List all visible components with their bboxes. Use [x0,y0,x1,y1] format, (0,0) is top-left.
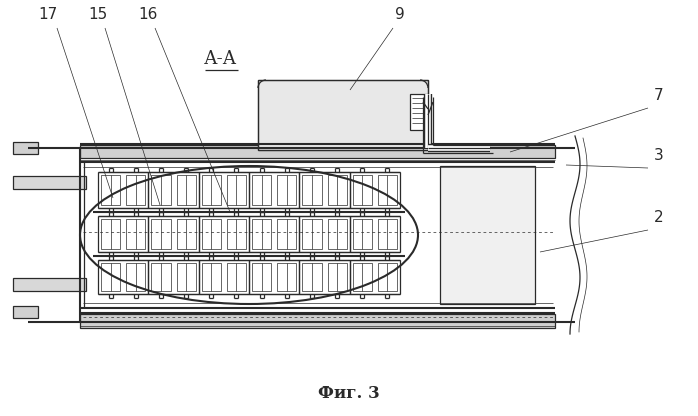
Bar [80,145,555,158]
Bar [258,80,428,150]
Bar [352,263,372,291]
Bar [378,175,397,205]
Bar [126,263,145,291]
Bar [227,219,246,249]
Text: 2: 2 [654,210,664,225]
Bar [202,263,221,291]
Bar [13,176,86,189]
Bar [101,219,120,249]
Text: 7: 7 [654,88,664,103]
Bar [252,175,271,205]
Bar [177,219,195,249]
Bar [277,263,297,291]
Bar [302,175,322,205]
Bar [352,219,372,249]
Bar [327,219,347,249]
Bar [302,219,322,249]
Bar [227,175,246,205]
Ellipse shape [80,166,418,304]
Bar [252,219,271,249]
Bar [151,263,170,291]
Bar [101,175,120,205]
Bar [177,175,195,205]
Bar [126,219,145,249]
Bar [177,263,195,291]
Bar [13,306,38,318]
Bar [302,263,322,291]
Bar [352,175,372,205]
Bar [378,263,397,291]
Text: Фиг. 3: Фиг. 3 [318,385,380,402]
Bar [126,175,145,205]
Bar [440,166,535,304]
Bar [202,219,221,249]
Bar [277,219,297,249]
Text: 3: 3 [654,148,664,163]
Bar [202,175,221,205]
Bar [410,94,428,130]
Bar [327,175,347,205]
Text: 15: 15 [89,7,107,22]
Bar [13,142,38,154]
Bar [252,263,271,291]
Bar [151,175,170,205]
Bar [227,263,246,291]
Bar [101,263,120,291]
Bar [327,263,347,291]
Text: 16: 16 [138,7,158,22]
Text: 9: 9 [395,7,405,22]
Bar [80,314,555,328]
Text: А-А: А-А [203,50,237,68]
Text: 17: 17 [38,7,58,22]
Bar [277,175,297,205]
Bar [13,278,86,291]
Bar [378,219,397,249]
Bar [151,219,170,249]
